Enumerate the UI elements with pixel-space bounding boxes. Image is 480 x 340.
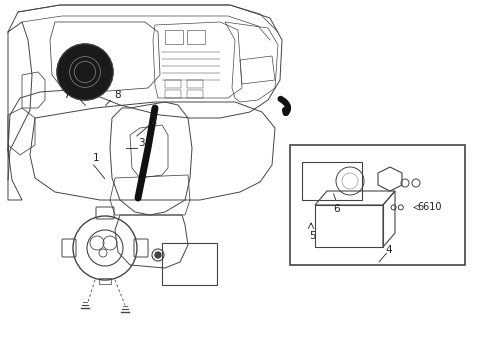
Text: 2: 2 <box>150 116 157 126</box>
Text: 6: 6 <box>334 204 340 214</box>
Bar <box>99 278 111 284</box>
Bar <box>165 30 183 44</box>
Bar <box>315 205 383 247</box>
Circle shape <box>155 252 161 258</box>
Text: 5: 5 <box>309 231 315 241</box>
Bar <box>165 90 181 98</box>
Bar <box>187 30 205 44</box>
Text: 7: 7 <box>63 90 70 100</box>
Text: 3: 3 <box>138 138 145 148</box>
Text: 6610: 6610 <box>418 202 442 212</box>
Bar <box>187 90 203 98</box>
Bar <box>165 80 181 88</box>
Bar <box>290 145 465 265</box>
Text: 8: 8 <box>114 90 121 100</box>
Bar <box>302 162 362 200</box>
Text: 4: 4 <box>385 245 392 255</box>
Bar <box>187 80 203 88</box>
Circle shape <box>57 44 113 100</box>
Text: 1: 1 <box>93 153 99 163</box>
Bar <box>162 243 217 285</box>
